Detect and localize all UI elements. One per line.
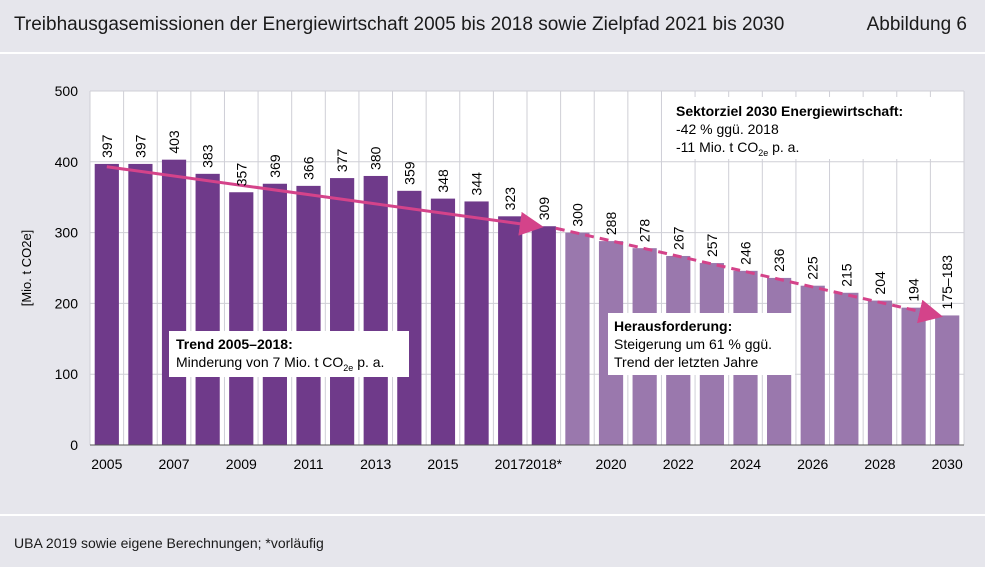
x-tick-label: 2026	[797, 456, 828, 472]
bar-actual	[195, 173, 220, 445]
y-axis-label: [Mio. t CO2e]	[19, 230, 34, 307]
sector-goal-annotation: Sektorziel 2030 Energiewirtschaft: -42 %…	[669, 97, 931, 159]
bar-target	[901, 307, 926, 445]
challenge-annotation: Herausforderung: Steigerung um 61 % ggü.…	[608, 313, 795, 375]
bar-value-label: 359	[401, 161, 417, 185]
bar-actual	[330, 178, 355, 446]
bar-value-label: 225	[805, 256, 821, 280]
y-tick-label: 400	[55, 154, 79, 170]
bar-value-label: 377	[334, 149, 350, 173]
bar-value-label: 344	[469, 172, 485, 196]
sector-goal-line1: -42 % ggü. 2018	[676, 121, 779, 137]
bar-value-label: 383	[200, 144, 216, 168]
bar-actual	[397, 190, 422, 445]
bar-value-label: 380	[368, 146, 384, 170]
bar-actual	[94, 163, 119, 445]
x-tick-label: 2011	[293, 456, 323, 472]
bar-target	[867, 300, 893, 445]
trend-title: Trend 2005–2018:	[176, 336, 293, 352]
x-tick-label: 2020	[595, 456, 626, 472]
sector-goal-box	[669, 97, 931, 159]
bar-actual	[161, 159, 187, 445]
sector-goal-line2-sub: 2e	[758, 148, 768, 158]
x-tick-label: 2017	[495, 456, 526, 472]
bar-value-label: 278	[637, 219, 653, 243]
x-tick-label: 2028	[864, 456, 895, 472]
x-tick-label: 2030	[932, 456, 963, 472]
bar-target	[834, 292, 859, 445]
x-tick-label: 2018*	[526, 456, 563, 472]
x-tick-label: 2007	[158, 456, 189, 472]
trend-line1-sub: 2e	[343, 363, 353, 373]
bar-actual	[128, 163, 153, 445]
bar-actual	[464, 201, 489, 445]
x-tick-label: 2009	[226, 456, 257, 472]
target-path-arrow	[555, 226, 944, 324]
chart-title: Treibhausgasemissionen der Energiewirtsc…	[14, 14, 785, 35]
x-tick-label: 2005	[91, 456, 122, 472]
figure-header: Treibhausgasemissionen der Energiewirtsc…	[0, 0, 985, 54]
bar-value-label: 215	[838, 263, 854, 287]
bar-actual	[531, 226, 556, 445]
bar-value-label: 366	[301, 156, 317, 180]
x-tick-label: 2024	[730, 456, 761, 472]
challenge-title: Herausforderung:	[614, 318, 732, 334]
bar-value-label: 204	[872, 271, 888, 295]
bar-value-label: 267	[670, 226, 686, 250]
x-tick-label: 2022	[663, 456, 694, 472]
sector-goal-line2: -11 Mio. t CO2e p. a.	[676, 139, 799, 158]
y-tick-label: 300	[55, 225, 79, 241]
sector-goal-line2-prefix: -11 Mio. t CO	[676, 139, 758, 155]
x-tick-label: 2013	[360, 456, 391, 472]
bar-actual	[262, 183, 287, 446]
figure-number: Abbildung 6	[866, 14, 967, 35]
x-tick-label: 2015	[427, 456, 458, 472]
y-tick-label: 0	[70, 437, 78, 453]
bar-value-label: 357	[233, 163, 249, 187]
bar-actual	[296, 185, 321, 445]
bar-value-label: 236	[771, 248, 787, 272]
y-tick-label: 500	[55, 83, 79, 99]
bar-value-label: 246	[738, 241, 754, 265]
bar-value-label: 194	[906, 278, 922, 302]
bar-target	[800, 285, 825, 445]
bar-actual	[498, 216, 523, 445]
trend-arrow	[106, 165, 544, 236]
trend-annotation: Trend 2005–2018: Minderung von 7 Mio. t …	[169, 331, 409, 377]
bar-value-label: 369	[267, 154, 283, 178]
trend-line1-suffix: p. a.	[353, 354, 384, 370]
bar-value-label: 348	[435, 169, 451, 193]
bar-value-label: 300	[569, 203, 585, 227]
bar-target	[935, 315, 960, 445]
challenge-line1: Steigerung um 61 % ggü.	[614, 336, 772, 352]
bar-value-label: 397	[99, 134, 115, 158]
bar-actual	[229, 192, 254, 445]
trend-box	[169, 331, 409, 377]
bar-value-label: 309	[536, 197, 552, 221]
sector-goal-line2-suffix: p. a.	[768, 139, 799, 155]
bar-actual	[363, 175, 388, 445]
challenge-line2: Trend der letzten Jahre	[614, 354, 758, 370]
bar-value-label: 288	[603, 212, 619, 236]
y-tick-label: 200	[55, 295, 79, 311]
trend-line1: Minderung von 7 Mio. t CO2e p. a.	[176, 354, 384, 373]
sector-goal-title: Sektorziel 2030 Energiewirtschaft:	[676, 103, 903, 119]
footer-divider	[0, 514, 985, 516]
bar-value-label: 403	[166, 130, 182, 154]
bar-target	[565, 232, 590, 445]
bar-value-label: 323	[502, 187, 518, 211]
bar-value-label: 257	[704, 233, 720, 257]
trend-line1-prefix: Minderung von 7 Mio. t CO	[176, 354, 343, 370]
bar-value-label: 175–183	[939, 255, 955, 310]
bar-value-label: 397	[132, 134, 148, 158]
source-note: UBA 2019 sowie eigene Berechnungen; *vor…	[14, 535, 324, 551]
challenge-box	[608, 313, 795, 375]
bar-actual	[430, 198, 456, 445]
y-tick-label: 100	[55, 366, 79, 382]
